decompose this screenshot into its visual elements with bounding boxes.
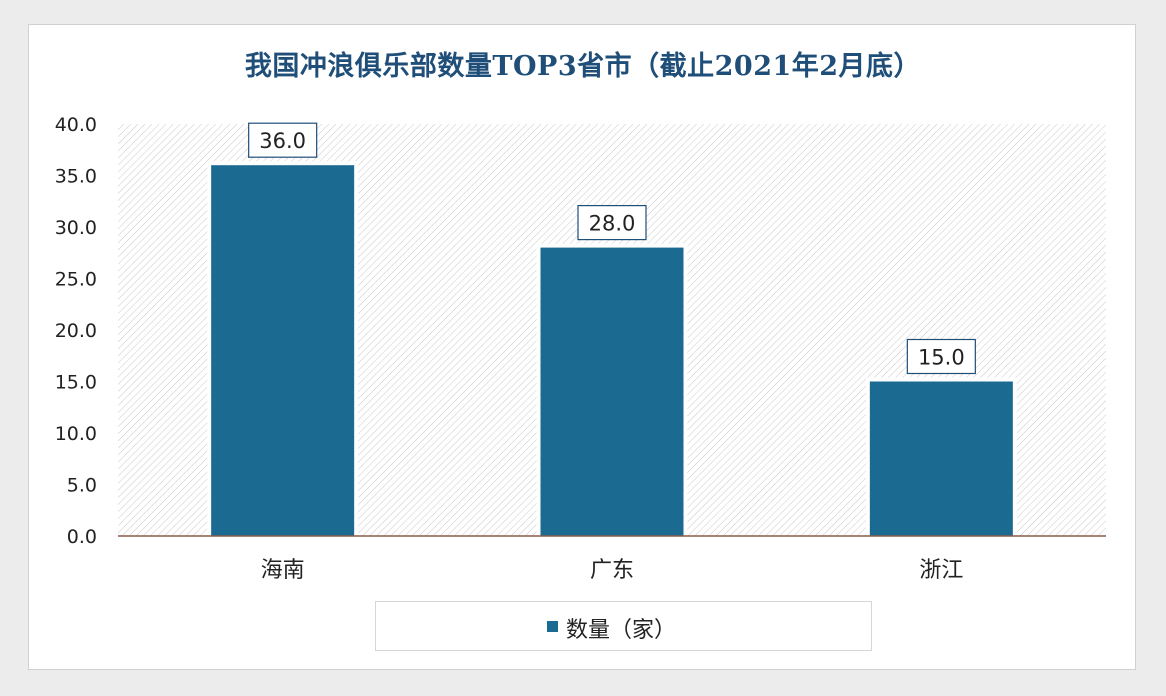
- legend-swatch: [547, 621, 558, 632]
- category-label: 广东: [590, 558, 634, 583]
- y-tick-label: 35.0: [55, 166, 97, 188]
- legend: 数量（家）: [375, 601, 872, 651]
- data-label-box: [906, 338, 976, 375]
- y-tick-label: 25.0: [55, 269, 97, 291]
- y-tick-label: 5.0: [67, 475, 97, 497]
- data-label-box: [248, 122, 318, 158]
- chart-title: 我国冲浪俱乐部数量TOP3省市（截止2021年2月底）: [244, 51, 922, 82]
- y-tick-label: 40.0: [55, 114, 97, 136]
- bar-1: [211, 165, 355, 536]
- data-label: 15.0: [918, 346, 965, 370]
- y-tick-label: 15.0: [55, 372, 97, 394]
- category-label: 海南: [261, 558, 305, 583]
- data-label: 36.0: [259, 129, 306, 153]
- data-label: 28.0: [589, 212, 636, 236]
- data-label-box: [577, 205, 647, 241]
- y-tick-label: 30.0: [55, 217, 97, 239]
- y-tick-label: 10.0: [55, 423, 97, 445]
- bar-2: [540, 247, 684, 536]
- legend-label: 数量（家）: [566, 618, 677, 643]
- category-label: 浙江: [919, 558, 963, 583]
- y-tick-label: 0.0: [67, 526, 97, 548]
- y-tick-label: 20.0: [55, 320, 97, 342]
- bar-3: [869, 381, 1013, 536]
